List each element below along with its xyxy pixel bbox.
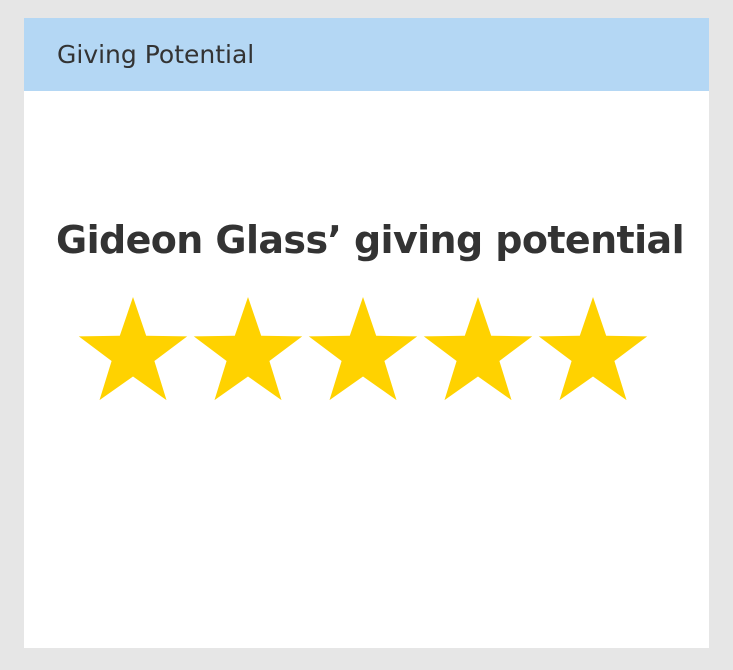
card-header: Giving Potential [24,18,709,91]
giving-potential-card: Giving Potential Gideon Glass’ giving po… [24,18,709,648]
star-icon [306,294,420,404]
star-rating [76,294,651,404]
star-icon [191,294,305,404]
giving-potential-headline: Gideon Glass’ giving potential [56,218,685,262]
star-icon [421,294,535,404]
star-icon [76,294,190,404]
card-header-title: Giving Potential [57,40,255,69]
star-icon [536,294,650,404]
